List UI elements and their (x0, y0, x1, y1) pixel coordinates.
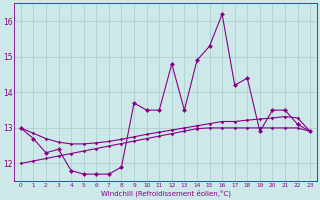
X-axis label: Windchill (Refroidissement éolien,°C): Windchill (Refroidissement éolien,°C) (100, 189, 230, 197)
